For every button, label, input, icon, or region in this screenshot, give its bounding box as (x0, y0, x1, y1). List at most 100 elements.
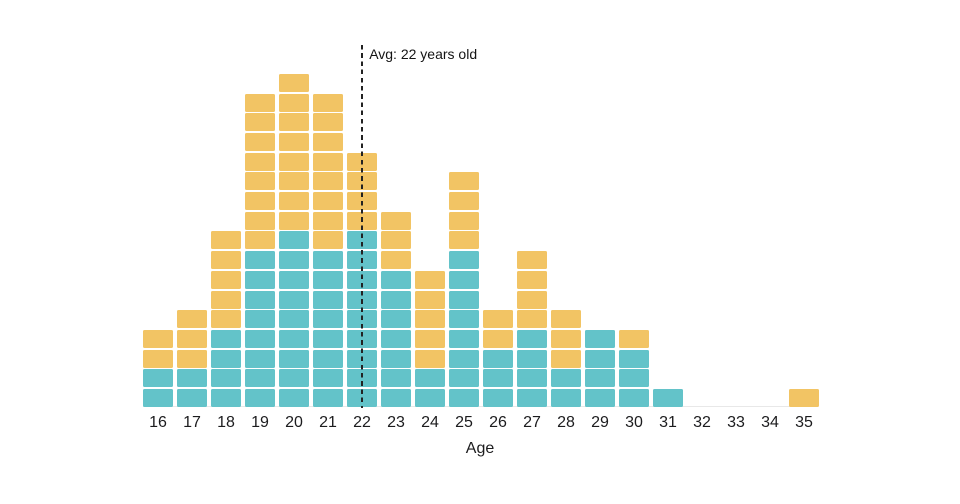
unit-block (313, 310, 343, 329)
unit-block (245, 270, 275, 289)
unit-block (449, 290, 479, 309)
unit-block (211, 270, 241, 289)
unit-block (279, 290, 309, 309)
unit-block (551, 310, 581, 329)
unit-block (313, 132, 343, 151)
unit-block (415, 349, 445, 368)
unit-block (245, 369, 275, 388)
unit-block (517, 369, 547, 388)
unit-block (517, 329, 547, 348)
x-tick-label: 25 (455, 414, 473, 431)
unit-block (789, 389, 819, 407)
unit-block (449, 389, 479, 407)
unit-block (279, 310, 309, 329)
unit-block (483, 329, 513, 348)
unit-block (245, 389, 275, 407)
unit-block (415, 389, 445, 407)
unit-block (143, 389, 173, 407)
unit-block (279, 389, 309, 407)
x-tick-label: 17 (183, 414, 201, 431)
unit-block (211, 369, 241, 388)
average-annotation: Avg: 22 years old (369, 46, 478, 62)
unit-block (245, 251, 275, 270)
unit-block (381, 389, 411, 407)
unit-block (279, 152, 309, 171)
unit-block (211, 290, 241, 309)
unit-block (245, 132, 275, 151)
unit-block (143, 369, 173, 388)
unit-block (449, 231, 479, 250)
unit-block (313, 192, 343, 210)
unit-block (381, 251, 411, 270)
x-tick-label: 18 (217, 414, 235, 431)
unit-block (551, 329, 581, 348)
x-tick-label: 27 (523, 414, 541, 431)
unit-block (483, 310, 513, 329)
unit-block (211, 349, 241, 368)
unit-block (313, 113, 343, 132)
unit-block (517, 251, 547, 270)
unit-block (313, 152, 343, 171)
unit-block (279, 211, 309, 230)
unit-block (279, 93, 309, 112)
unit-block (551, 389, 581, 407)
unit-block (211, 310, 241, 329)
unit-block (279, 172, 309, 191)
unit-block (449, 211, 479, 230)
unit-block (619, 369, 649, 388)
x-tick-label: 28 (557, 414, 575, 431)
unit-block (211, 231, 241, 250)
unit-block (517, 389, 547, 407)
unit-block (245, 113, 275, 132)
unit-block (245, 329, 275, 348)
unit-block (585, 329, 615, 348)
unit-block (483, 369, 513, 388)
unit-block (177, 310, 207, 329)
x-tick-label: 23 (387, 414, 405, 431)
unit-block (245, 349, 275, 368)
unit-block (245, 211, 275, 230)
x-tick-label: 16 (149, 414, 167, 431)
unit-block (449, 251, 479, 270)
unit-block (517, 310, 547, 329)
unit-block (245, 93, 275, 112)
x-tick-label: 29 (591, 414, 609, 431)
unit-block (381, 310, 411, 329)
unit-block (517, 349, 547, 368)
x-tick-label: 26 (489, 414, 507, 431)
unit-block (245, 290, 275, 309)
average-line (361, 45, 363, 408)
x-tick-label: 34 (761, 414, 779, 431)
unit-block (211, 251, 241, 270)
unit-block (211, 389, 241, 407)
unit-block (449, 329, 479, 348)
x-axis-line (143, 406, 817, 407)
unit-block (245, 192, 275, 210)
unit-block (551, 349, 581, 368)
unit-block (313, 389, 343, 407)
unit-block (313, 270, 343, 289)
unit-block (449, 369, 479, 388)
unit-block (313, 369, 343, 388)
unit-block (483, 349, 513, 368)
unit-block (313, 290, 343, 309)
x-tick-label: 24 (421, 414, 439, 431)
unit-block (381, 349, 411, 368)
unit-block (313, 211, 343, 230)
x-tick-label: 30 (625, 414, 643, 431)
unit-block (279, 231, 309, 250)
unit-block (313, 172, 343, 191)
x-axis-label: Age (465, 440, 495, 457)
unit-block (313, 93, 343, 112)
unit-block (517, 290, 547, 309)
unit-block (415, 369, 445, 388)
unit-block (619, 389, 649, 407)
unit-block (381, 231, 411, 250)
unit-block (279, 251, 309, 270)
unit-block (449, 349, 479, 368)
unit-block (381, 290, 411, 309)
unit-block (313, 231, 343, 250)
unit-block (211, 329, 241, 348)
unit-block (279, 73, 309, 92)
unit-block (245, 310, 275, 329)
